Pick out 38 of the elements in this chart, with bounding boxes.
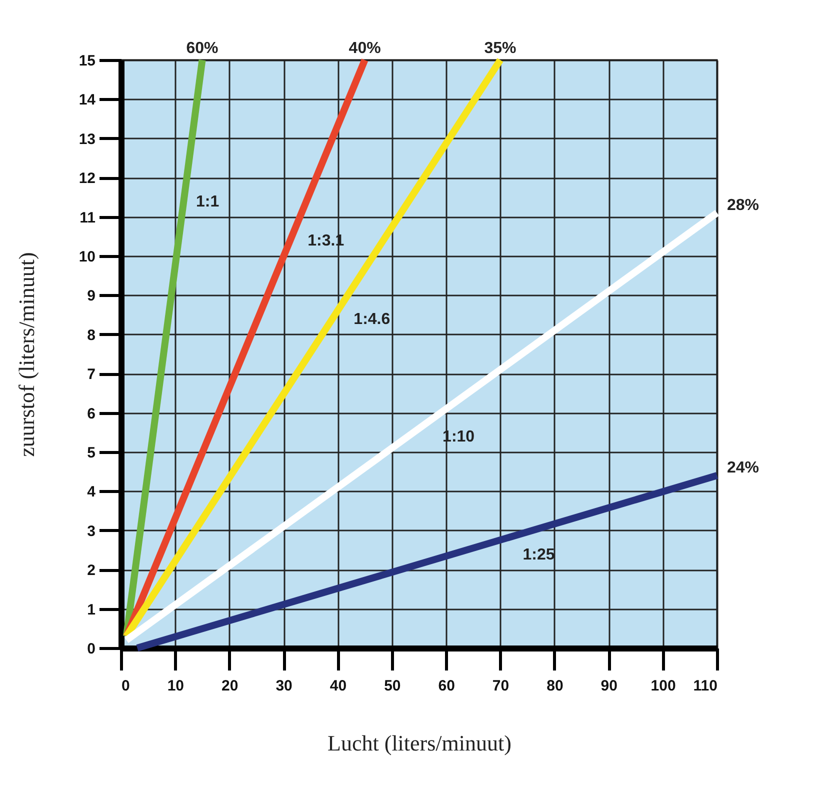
- y-tick-label: 10: [78, 248, 96, 266]
- y-tick-label: 9: [87, 288, 96, 305]
- series-label: 35%: [484, 40, 516, 57]
- y-tick-label: 11: [80, 209, 96, 226]
- x-tick-label: 40: [330, 678, 347, 694]
- y-tick-label: 5: [87, 444, 96, 462]
- x-tick-label: 0: [122, 678, 130, 694]
- y-tick-label: 6: [87, 405, 96, 422]
- x-tick-label: 70: [492, 678, 510, 694]
- series-label: 60%: [186, 40, 218, 57]
- y-tick-label: 13: [78, 130, 96, 148]
- y-axis-title: zuurstof (liters/minuut): [14, 252, 39, 457]
- annotation: 1:1: [196, 193, 220, 210]
- annotation: 1:25: [522, 546, 555, 564]
- y-tick-label: 14: [78, 92, 96, 109]
- x-tick-label: 100: [650, 678, 676, 694]
- y-tick-label: 4: [87, 484, 96, 501]
- y-tick-label: 1: [87, 601, 96, 618]
- x-tick-label: 80: [546, 678, 564, 694]
- y-tick-label: 15: [78, 52, 96, 70]
- x-tick-label: 30: [276, 678, 292, 694]
- x-tick-label: 10: [167, 678, 184, 694]
- y-tick-label: 12: [78, 170, 96, 188]
- x-tick-label: 110: [693, 678, 718, 694]
- x-tick-label: 50: [384, 678, 401, 694]
- x-tick-label: 20: [222, 678, 238, 694]
- y-tick-label: 7: [87, 366, 96, 384]
- annotation: 1:4.6: [354, 311, 390, 328]
- y-tick-label: 2: [87, 562, 96, 580]
- series-label: 28%: [727, 196, 760, 214]
- series-label: 24%: [727, 460, 760, 477]
- y-tick-label: 3: [87, 522, 96, 540]
- series-label: 40%: [348, 40, 381, 57]
- y-tick-label: 0: [87, 640, 96, 658]
- y-tick-label: 8: [87, 326, 96, 344]
- x-tick-label: 60: [438, 678, 455, 694]
- x-tick-label: 90: [600, 678, 618, 694]
- x-axis-title: Lucht (liters/minuut): [328, 730, 512, 756]
